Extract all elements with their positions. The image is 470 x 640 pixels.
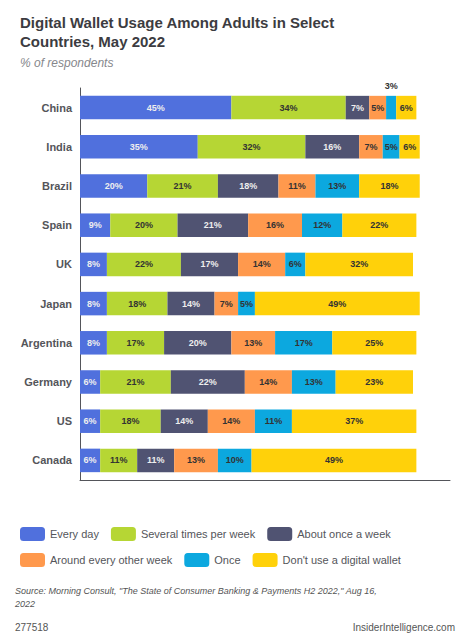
svg-text:11%: 11%: [110, 455, 128, 465]
svg-text:20%: 20%: [135, 220, 153, 230]
svg-text:Several times per week: Several times per week: [141, 528, 256, 540]
svg-text:8%: 8%: [87, 338, 100, 348]
svg-text:13%: 13%: [328, 181, 346, 191]
svg-text:17%: 17%: [295, 338, 313, 348]
svg-text:3%: 3%: [385, 81, 398, 91]
svg-text:9%: 9%: [89, 220, 102, 230]
svg-text:14%: 14%: [253, 259, 271, 269]
svg-text:7%: 7%: [364, 142, 377, 152]
svg-text:Digital Wallet Usage Among Adu: Digital Wallet Usage Among Adults in Sel…: [20, 14, 334, 31]
svg-text:11%: 11%: [265, 416, 283, 426]
svg-text:49%: 49%: [325, 455, 343, 465]
svg-text:277518: 277518: [15, 622, 49, 633]
svg-text:5%: 5%: [371, 103, 384, 113]
svg-text:6%: 6%: [400, 103, 413, 113]
svg-text:21%: 21%: [204, 220, 222, 230]
svg-text:6%: 6%: [289, 259, 302, 269]
svg-text:13%: 13%: [187, 455, 205, 465]
svg-text:8%: 8%: [87, 299, 100, 309]
svg-text:17%: 17%: [126, 338, 144, 348]
svg-text:25%: 25%: [365, 338, 383, 348]
svg-text:China: China: [41, 102, 72, 114]
svg-text:14%: 14%: [182, 299, 200, 309]
svg-text:12%: 12%: [313, 220, 331, 230]
svg-text:21%: 21%: [174, 181, 192, 191]
svg-text:20%: 20%: [189, 338, 207, 348]
svg-text:6%: 6%: [84, 416, 97, 426]
svg-text:Brazil: Brazil: [42, 180, 72, 192]
svg-text:14%: 14%: [175, 416, 193, 426]
svg-text:18%: 18%: [239, 181, 257, 191]
svg-text:22%: 22%: [370, 220, 388, 230]
svg-text:About once a week: About once a week: [297, 528, 391, 540]
svg-text:16%: 16%: [323, 142, 341, 152]
svg-text:7%: 7%: [220, 299, 233, 309]
svg-text:14%: 14%: [222, 416, 240, 426]
svg-text:5%: 5%: [385, 142, 398, 152]
svg-text:Once: Once: [214, 554, 240, 566]
svg-text:11%: 11%: [288, 181, 306, 191]
svg-text:Source: Morning Consult, "The: Source: Morning Consult, "The State of C…: [15, 586, 377, 596]
svg-text:7%: 7%: [351, 103, 364, 113]
svg-text:18%: 18%: [121, 416, 139, 426]
svg-text:8%: 8%: [87, 259, 100, 269]
svg-text:34%: 34%: [280, 103, 298, 113]
svg-text:Japan: Japan: [40, 298, 72, 310]
svg-text:18%: 18%: [380, 181, 398, 191]
svg-text:UK: UK: [56, 258, 72, 270]
svg-text:14%: 14%: [259, 377, 277, 387]
svg-text:InsiderIntelligence.com: InsiderIntelligence.com: [353, 622, 455, 633]
svg-text:32%: 32%: [243, 142, 261, 152]
svg-text:23%: 23%: [365, 377, 383, 387]
svg-text:20%: 20%: [105, 181, 123, 191]
svg-text:Countries, May 2022: Countries, May 2022: [20, 33, 165, 50]
svg-text:Canada: Canada: [32, 454, 73, 466]
svg-text:2022: 2022: [14, 599, 35, 609]
svg-text:5%: 5%: [240, 299, 253, 309]
svg-text:11%: 11%: [147, 455, 165, 465]
svg-text:32%: 32%: [350, 259, 368, 269]
svg-text:22%: 22%: [199, 377, 217, 387]
svg-text:10%: 10%: [226, 455, 244, 465]
svg-text:37%: 37%: [345, 416, 363, 426]
svg-text:16%: 16%: [266, 220, 284, 230]
svg-text:13%: 13%: [244, 338, 262, 348]
svg-text:6%: 6%: [84, 455, 97, 465]
svg-text:13%: 13%: [305, 377, 323, 387]
svg-text:Argentina: Argentina: [21, 337, 73, 349]
svg-text:49%: 49%: [328, 299, 346, 309]
svg-text:18%: 18%: [128, 299, 146, 309]
svg-text:Spain: Spain: [42, 219, 72, 231]
svg-text:35%: 35%: [130, 142, 148, 152]
svg-text:22%: 22%: [135, 259, 153, 269]
svg-text:Every day: Every day: [50, 528, 99, 540]
svg-text:US: US: [57, 415, 72, 427]
svg-text:Around every other week: Around every other week: [50, 554, 173, 566]
svg-text:6%: 6%: [403, 142, 416, 152]
svg-text:India: India: [46, 141, 73, 153]
svg-text:21%: 21%: [126, 377, 144, 387]
svg-text:Germany: Germany: [24, 376, 73, 388]
svg-text:Don't use a digital wallet: Don't use a digital wallet: [283, 554, 401, 566]
svg-text:6%: 6%: [84, 377, 97, 387]
svg-text:17%: 17%: [200, 259, 218, 269]
svg-text:% of respondents: % of respondents: [20, 56, 113, 70]
svg-text:45%: 45%: [147, 103, 165, 113]
